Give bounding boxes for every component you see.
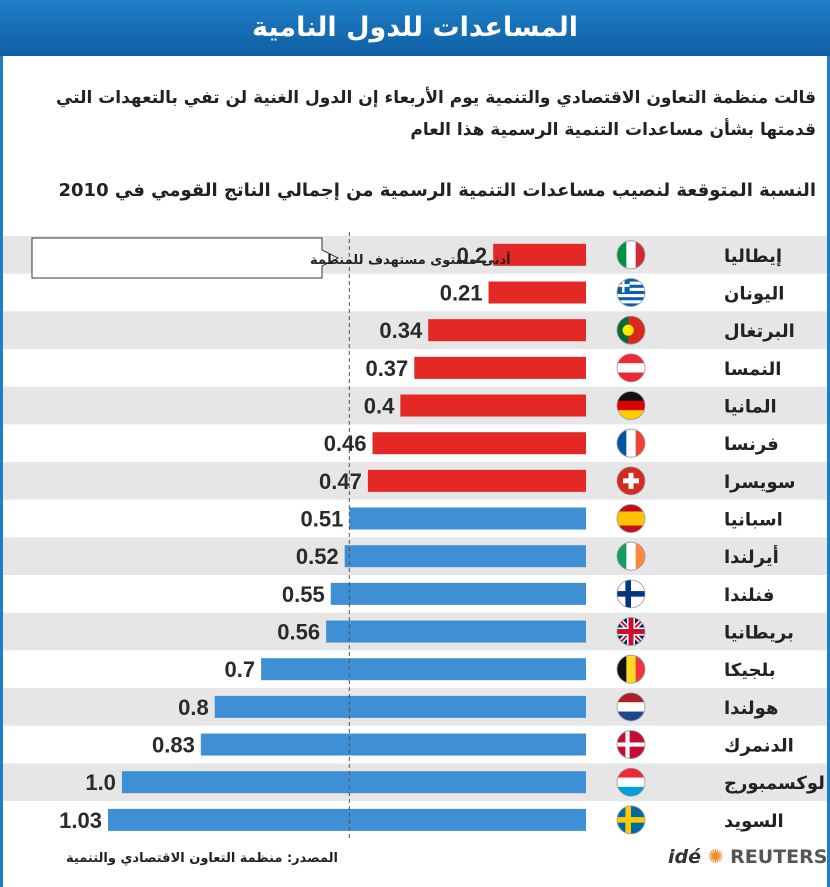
germany-flag [617,391,645,420]
value-label: 0.37 [365,356,408,381]
country-label: سويسرا [724,472,795,493]
logo-reuters: REUTERS [730,846,828,868]
country-label: هولندا [724,698,778,719]
logo-ide: idé [668,846,701,868]
greece-flag [617,278,645,307]
luxembourg-flag [617,768,645,797]
value-label: 0.46 [324,431,367,456]
ireland-flag [617,542,645,571]
country-label: اليونان [724,284,784,305]
chart-title: النسبة المتوقعة لنصيب مساعدات التنمية ال… [58,180,817,201]
value-label: 0.47 [319,469,362,494]
bar [428,319,586,342]
frame-right [827,56,830,887]
country-label: فنلندا [724,585,774,606]
denmark-flag [617,730,645,759]
bar [326,620,586,643]
bar [493,243,586,266]
switzerland-flag [617,466,645,495]
bar [344,545,586,568]
value-label: 0.51 [300,507,343,532]
country-label: لوكسمبورج [724,773,825,794]
bar [261,658,586,681]
france-flag [617,429,645,458]
country-label: المانيا [724,397,777,418]
value-label: 0.4 [364,394,395,419]
country-label: إيطاليا [724,246,782,267]
value-label: 0.8 [178,695,209,720]
country-label: أيرلندا [724,545,779,568]
value-label: 0.55 [282,582,325,607]
value-label: 0.21 [440,281,483,306]
bar [108,808,586,831]
bar [488,281,586,304]
subtitle-text: قالت منظمة التعاون الاقتصادي والتنمية يو… [55,88,816,140]
country-label: بلجيكا [724,660,776,681]
value-label: 0.2 [457,243,488,268]
country-label: الدنمرك [724,736,794,757]
page-title: المساعدات للدول النامية [252,12,578,43]
value-label: 1.0 [85,770,116,795]
country-label: اسبانيا [724,510,783,531]
country-label: فرنسا [724,434,779,455]
spain-flag [617,504,645,533]
bar [367,469,586,492]
bar [214,695,587,718]
uk-flag [617,617,645,646]
logo-sun-icon: ✺ [707,846,724,868]
source-note: المصدر: منظمة التعاون الاقتصادي والتنمية [66,851,338,866]
target-callout: أدنى مستوى مستهدف للمنظمة [31,237,511,279]
bar [414,356,586,379]
country-label: النمسا [724,359,781,380]
bar [349,507,586,530]
header-bar: المساعدات للدول النامية [0,0,830,56]
callout-box [31,237,340,279]
value-label: 0.34 [379,318,423,343]
country-label: البرتغال [724,321,795,342]
portugal-flag [617,316,645,345]
frame-left [0,56,3,887]
row-shade [3,311,827,350]
belgium-flag [617,655,645,684]
netherlands-flag [617,692,645,721]
country-label: السويد [724,811,784,832]
reuters-logo: idé ✺ REUTERS [668,846,827,868]
callout-label: أدنى مستوى مستهدف للمنظمة [310,251,511,268]
value-label: 0.83 [152,733,195,758]
italy-flag [617,240,645,269]
bar [200,733,586,756]
bar [330,582,586,605]
bar [121,771,586,794]
value-label: 0.56 [277,620,320,645]
country-label: بريطانيا [724,623,794,644]
value-label: 0.52 [296,544,339,569]
bar-chart: 0.2 إيطاليا 0.21 اليونان 0.34 البرتغال 0.37 الن… [3,232,827,839]
finland-flag [617,579,645,608]
bar [372,432,586,455]
bar [400,394,586,417]
sweden-flag [617,805,645,834]
value-label: 0.7 [225,657,256,682]
austria-flag [617,353,645,382]
value-label: 1.03 [59,808,102,833]
